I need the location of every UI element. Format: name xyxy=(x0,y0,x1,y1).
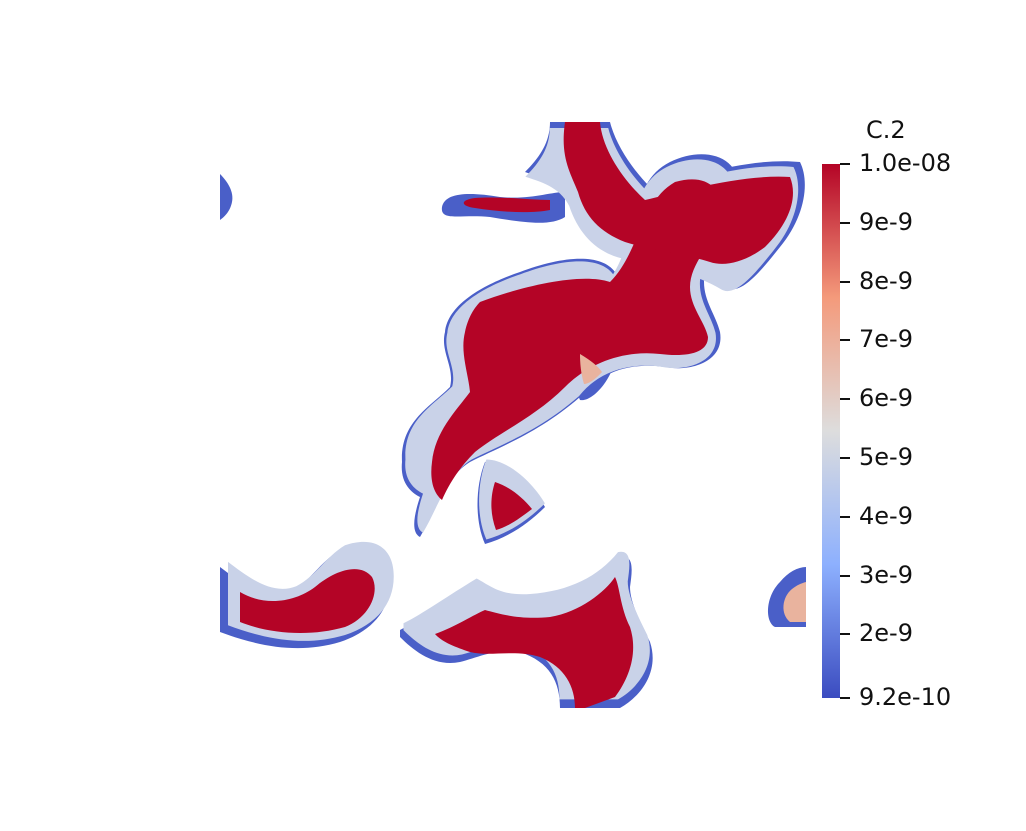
tick-label: 5e-9 xyxy=(859,443,913,472)
tick-label: 1.0e-08 xyxy=(859,149,952,177)
tick-mark xyxy=(840,574,850,577)
core-lower-middle xyxy=(435,577,634,708)
tick-mark xyxy=(840,398,850,401)
tick-label: 6e-9 xyxy=(859,384,913,413)
region-edge-left xyxy=(220,174,233,220)
tick-label: 8e-9 xyxy=(859,266,913,295)
scalar-bar-title: C.2 xyxy=(866,116,906,144)
tick-label: 9.2e-10 xyxy=(859,683,952,711)
tick-mark xyxy=(840,697,850,699)
tick-mark xyxy=(840,339,850,342)
tick-mark xyxy=(840,280,850,283)
tick-label: 4e-9 xyxy=(859,501,913,530)
core-lower-left xyxy=(240,569,375,634)
concentration-field[interactable] xyxy=(220,122,806,708)
tick-mark xyxy=(840,163,850,165)
core-triangle xyxy=(491,482,532,530)
tick-label: 2e-9 xyxy=(859,619,913,648)
core-small-right xyxy=(580,354,602,384)
tick-mark xyxy=(840,633,850,636)
tick-mark xyxy=(840,457,850,460)
core-upper-left xyxy=(431,179,721,501)
tick-label: 3e-9 xyxy=(859,560,913,589)
tick-label: 7e-9 xyxy=(859,325,913,354)
core-edge-right xyxy=(783,582,806,622)
tick-mark xyxy=(840,221,850,224)
tick-label: 9e-9 xyxy=(859,207,913,236)
core-arm-upper xyxy=(463,197,550,213)
scalar-bar-gradient[interactable] xyxy=(822,164,840,698)
blob-layers xyxy=(220,122,806,708)
tick-mark xyxy=(840,515,850,518)
core-upper-right xyxy=(563,122,793,264)
